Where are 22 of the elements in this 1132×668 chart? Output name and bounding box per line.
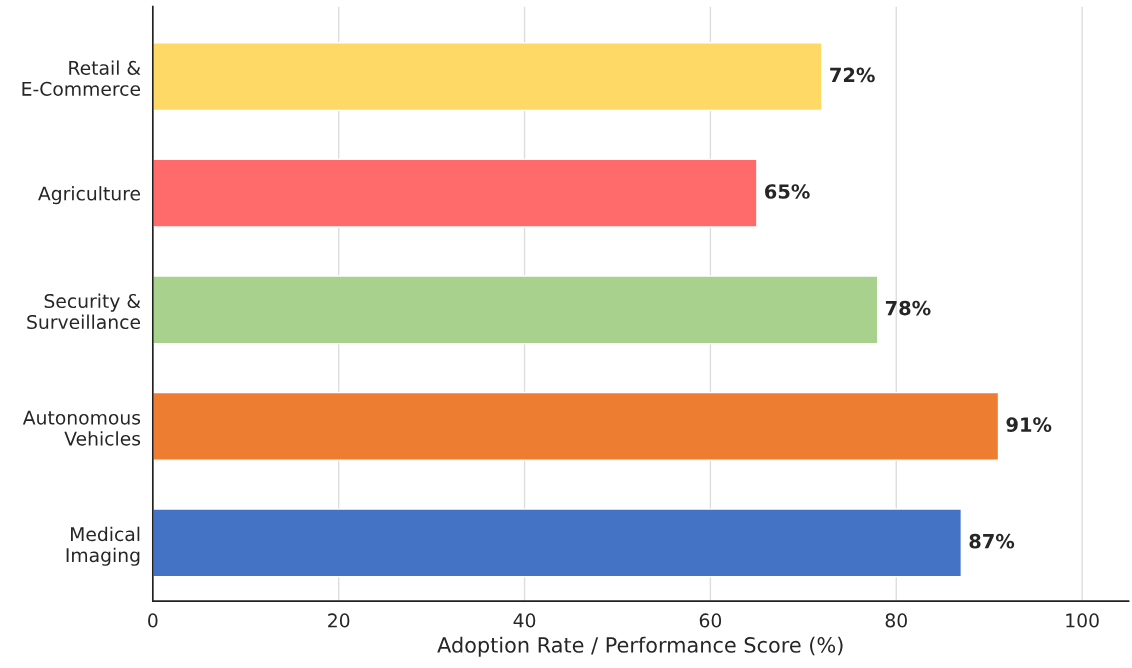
y-tick-label: Retail & E-Commerce	[22, 60, 141, 96]
y-tick-label: Agriculture	[38, 186, 141, 205]
data-label: 78%	[885, 300, 931, 316]
x-tick-label: 40	[513, 613, 536, 628]
bar	[152, 391, 1000, 461]
y-tick-label: Medical Imaging	[66, 526, 140, 566]
x-tick-label: 80	[885, 613, 907, 628]
data-label: 65%	[765, 184, 810, 199]
y-tick-label: Security & Surveillance	[27, 293, 141, 330]
data-label: 72%	[830, 67, 875, 83]
y-tick-label: Autonomous Vehicles	[22, 410, 141, 446]
x-tick-label: 0	[148, 613, 158, 628]
bar	[152, 158, 758, 228]
data-label: 91%	[1006, 417, 1052, 432]
bar	[152, 42, 823, 112]
bar	[152, 508, 963, 578]
x-axis-title: Adoption Rate / Performance Score (%)	[437, 636, 843, 657]
x-tick-label: 100	[1066, 613, 1099, 628]
x-tick-label: 20	[328, 613, 350, 628]
x-tick-label: 60	[699, 613, 722, 628]
data-label: 87%	[969, 533, 1015, 549]
bar	[152, 275, 879, 345]
